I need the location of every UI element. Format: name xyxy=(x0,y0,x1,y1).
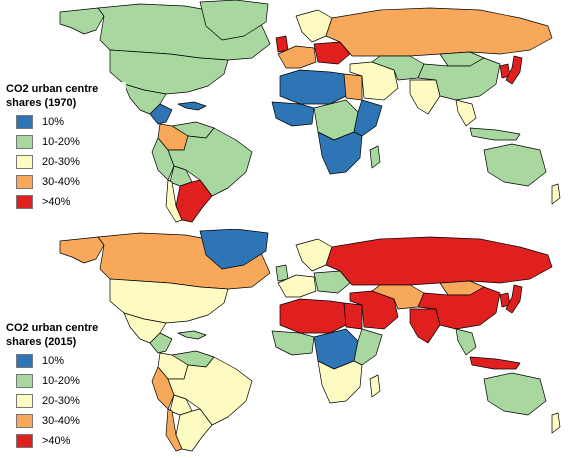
region-japan xyxy=(505,284,523,314)
region-indonesia xyxy=(469,356,521,370)
region-southeast-asia xyxy=(455,328,477,356)
region-greenland xyxy=(199,0,269,41)
region-alaska xyxy=(59,7,105,35)
region-russia xyxy=(325,236,553,286)
region-west-africa xyxy=(271,330,315,356)
world-map-2015 xyxy=(59,229,561,452)
legend-label: 30-40% xyxy=(42,414,80,427)
legend-swatch xyxy=(16,413,33,428)
legend-label: 20-30% xyxy=(42,155,80,168)
legend-swatch xyxy=(16,134,33,149)
legend-item-c1: 10-20% xyxy=(6,372,126,389)
legend-swatch xyxy=(16,433,33,448)
region-scandinavia xyxy=(295,238,333,272)
legend-label: 10% xyxy=(42,115,65,128)
region-west-africa xyxy=(271,101,315,127)
legend-item-c3: 30-40% xyxy=(6,412,126,429)
region-western-europe xyxy=(277,274,317,298)
legend-item-c4: >40% xyxy=(6,193,126,210)
legend-label: 10-20% xyxy=(42,374,80,387)
region-greenland xyxy=(199,229,269,270)
region-uk xyxy=(275,264,289,282)
legend-swatch xyxy=(16,373,33,388)
legend-swatch xyxy=(16,154,33,169)
region-new-zealand xyxy=(551,183,561,205)
region-china xyxy=(417,286,501,330)
region-southern-africa xyxy=(317,360,363,404)
legend-swatch xyxy=(16,114,33,129)
region-north-africa xyxy=(279,69,347,105)
region-east-africa xyxy=(353,328,383,366)
region-caribbean xyxy=(177,330,207,340)
legend-label: >40% xyxy=(42,195,71,208)
region-india xyxy=(409,308,441,344)
region-argentina xyxy=(175,408,213,452)
legend-swatch xyxy=(16,393,33,408)
region-egypt xyxy=(343,302,363,330)
legend-item-c0: 10% xyxy=(6,352,126,369)
legend-1970: CO2 urban centre shares (1970) 10% 10-20… xyxy=(6,82,126,210)
legend-label: 10% xyxy=(42,354,65,367)
region-madagascar xyxy=(369,145,381,169)
region-central-asia xyxy=(371,284,425,310)
region-western-europe xyxy=(277,45,317,69)
legend-label: >40% xyxy=(42,434,71,447)
legend-label: 10-20% xyxy=(42,135,80,148)
region-eastern-europe xyxy=(313,41,351,65)
region-australia xyxy=(483,372,547,416)
legend-item-c4: >40% xyxy=(6,432,126,449)
region-central-asia xyxy=(371,55,425,81)
legend-label: 30-40% xyxy=(42,175,80,188)
legend-item-c2: 20-30% xyxy=(6,153,126,170)
legend-label: 20-30% xyxy=(42,394,80,407)
world-map-1970 xyxy=(59,0,561,223)
legend-swatch xyxy=(16,194,33,209)
region-north-africa xyxy=(279,298,347,334)
legend-title-2015: CO2 urban centre shares (2015) xyxy=(6,321,126,349)
region-southeast-asia xyxy=(455,99,477,127)
region-scandinavia xyxy=(295,9,333,43)
legend-item-c0: 10% xyxy=(6,113,126,130)
map-panel-1970: CO2 urban centre shares (1970) 10% 10-20… xyxy=(6,0,561,223)
region-caribbean xyxy=(177,101,207,111)
region-china xyxy=(417,57,501,101)
legend-item-c1: 10-20% xyxy=(6,133,126,150)
legend-item-c2: 20-30% xyxy=(6,392,126,409)
region-new-zealand xyxy=(551,412,561,434)
legend-swatch xyxy=(16,353,33,368)
region-southern-africa xyxy=(317,131,363,175)
region-eastern-europe xyxy=(313,270,351,294)
legend-swatch xyxy=(16,174,33,189)
region-australia xyxy=(483,143,547,187)
region-alaska xyxy=(59,236,105,264)
legend-item-c3: 30-40% xyxy=(6,173,126,190)
legend-title-1970: CO2 urban centre shares (1970) xyxy=(6,82,126,110)
region-indonesia xyxy=(469,127,521,141)
region-east-africa xyxy=(353,99,383,137)
region-india xyxy=(409,79,441,115)
region-uk xyxy=(275,35,289,53)
legend-2015: CO2 urban centre shares (2015) 10% 10-20… xyxy=(6,321,126,449)
region-egypt xyxy=(343,73,363,101)
region-central-america xyxy=(149,332,173,354)
region-central-america xyxy=(149,103,173,125)
region-argentina xyxy=(175,179,213,223)
map-panel-2015: CO2 urban centre shares (2015) 10% 10-20… xyxy=(0,229,575,458)
region-russia xyxy=(325,7,553,57)
region-madagascar xyxy=(369,374,381,398)
region-japan xyxy=(505,55,523,85)
